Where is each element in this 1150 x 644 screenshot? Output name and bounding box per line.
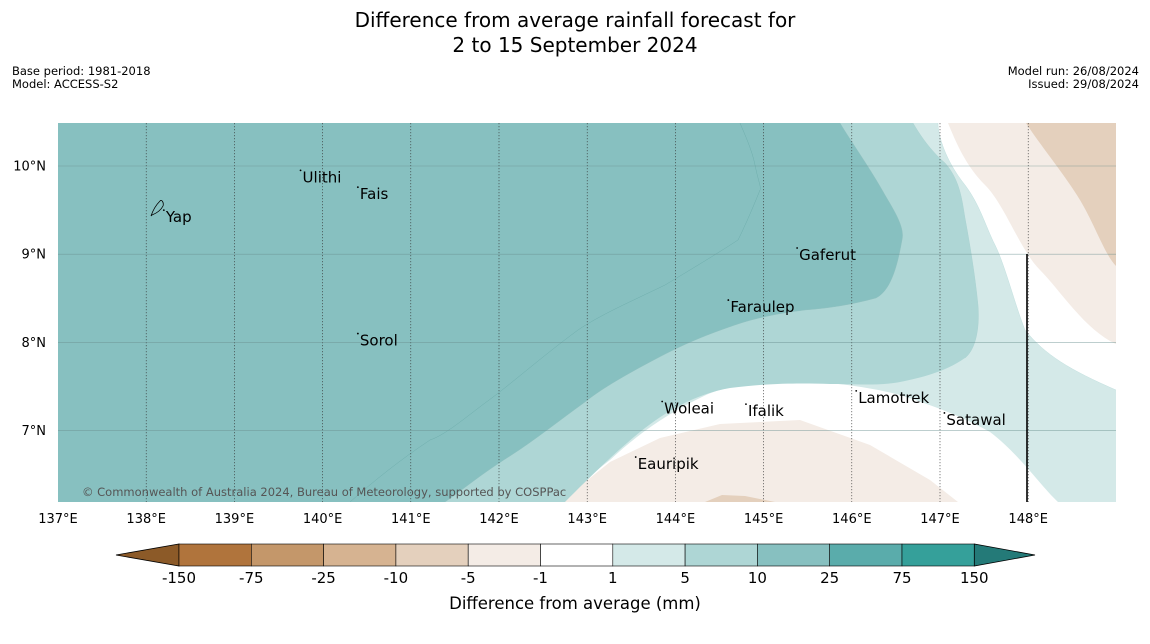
chart-title: Difference from average rainfall forecas… [0, 8, 1150, 58]
place-label: Sorol [360, 332, 398, 350]
colorbar-segment [540, 543, 614, 567]
place-label: Lamotrek [858, 389, 929, 407]
place-label: Fais [360, 185, 389, 203]
colorbar-segment [251, 543, 324, 567]
place-label: Yap [165, 208, 192, 226]
base-period-text: Base period: 1981-2018 [12, 64, 151, 78]
colorbar-segment [178, 543, 252, 567]
place-marker [356, 186, 359, 189]
colorbar-segment [757, 543, 831, 567]
colorbar-tick-label: 5 [680, 569, 690, 587]
colorbar-segment [829, 543, 903, 567]
place-marker [162, 209, 165, 212]
lon-tick-label: 145°E [744, 512, 784, 527]
contour-line-1 [349, 123, 761, 502]
lon-tick-label: 147°E [920, 512, 960, 527]
lon-tick-label: 140°E [303, 512, 343, 527]
info-right: Model run: 26/08/2024 Issued: 29/08/2024 [1008, 65, 1139, 91]
colorbar-segment [323, 543, 397, 567]
lon-tick-label: 148°E [1008, 512, 1048, 527]
colorbar-segment [612, 543, 686, 567]
contour-region-light-tan-south [560, 420, 958, 502]
place-label: Faraulep [730, 298, 794, 316]
longitude-labels: 137°E 138°E 139°E 140°E 141°E 142°E 143°E 144°E… [38, 512, 1048, 527]
lat-tick-label: 9°N [22, 248, 47, 263]
title-line-1: Difference from average rainfall forecas… [354, 8, 796, 32]
contour-region-tan-south [705, 495, 775, 502]
contour-region-tan [1026, 123, 1116, 266]
contour-line-3 [912, 123, 979, 359]
colorbar-tick-label: -150 [162, 569, 196, 587]
lon-tick-label: 142°E [479, 512, 519, 527]
model-text: Model: ACCESS-S2 [12, 77, 119, 91]
lat-tick-label: 8°N [22, 336, 47, 351]
lon-tick-label: 144°E [656, 512, 696, 527]
place-marker [796, 247, 799, 249]
colorbar-extend-high [973, 543, 1036, 567]
place-marker [745, 403, 747, 406]
place-marker [299, 169, 302, 172]
model-run-text: Model run: 26/08/2024 [1007, 64, 1139, 78]
place-label: Satawal [946, 411, 1005, 429]
place-marker [727, 299, 730, 301]
place-marker [943, 412, 946, 414]
colorbar-tick-label: -1 [533, 569, 548, 587]
lon-tick-label: 137°E [38, 512, 78, 527]
lat-tick-label: 7°N [22, 424, 47, 439]
colorbar-segment [395, 543, 469, 567]
map-gridlines [58, 123, 1116, 502]
lon-tick-label: 139°E [215, 512, 255, 527]
lon-tick-label: 146°E [832, 512, 872, 527]
colorbar-tick-label: 25 [820, 569, 839, 587]
colorbar-segment [467, 543, 541, 567]
colorbar-segment [901, 543, 975, 567]
title-line-2: 2 to 15 September 2024 [452, 33, 698, 57]
colorbar: -150 -75 -25 -10 -5 -1 1 5 10 25 75 150 [115, 543, 1036, 587]
lon-tick-label: 141°E [391, 512, 431, 527]
place-label: Ulithi [303, 168, 342, 186]
colorbar-tick-label: -5 [461, 569, 476, 587]
info-left: Base period: 1981-2018 Model: ACCESS-S2 [12, 65, 151, 91]
colorbar-tick-label: 150 [960, 569, 989, 587]
place-marker [634, 456, 637, 458]
colorbar-label: Difference from average (mm) [449, 594, 701, 613]
place-label: Woleai [664, 399, 714, 417]
colorbar-extend-low [115, 543, 180, 567]
place-label: Gaferut [799, 246, 856, 264]
colorbar-tick-label: -10 [384, 569, 409, 587]
yap-island-outline [150, 200, 164, 217]
place-marker [855, 390, 858, 392]
colorbar-tick-label: -75 [239, 569, 264, 587]
contour-region-deep-teal [58, 123, 761, 502]
place-marker [661, 400, 664, 403]
copyright-text: © Commonwealth of Australia 2024, Bureau… [82, 485, 566, 499]
lon-tick-label: 143°E [567, 512, 607, 527]
contour-line-4 [937, 123, 1116, 391]
colorbar-tick-label: 75 [892, 569, 911, 587]
issued-text: Issued: 29/08/2024 [1028, 77, 1139, 91]
lat-tick-label: 10°N [13, 160, 46, 175]
place-marker [356, 332, 359, 335]
place-label: Eauripik [638, 455, 699, 473]
colorbar-tick-label: 10 [748, 569, 767, 587]
lon-tick-label: 138°E [126, 512, 166, 527]
place-labels: Yap Ulithi Fais Gaferut Faraulep Sorol Lamotre… [162, 168, 1006, 473]
latitude-labels: 10°N 9°N 8°N 7°N [13, 160, 46, 440]
colorbar-tick-label: 1 [608, 569, 618, 587]
place-label: Ifalik [748, 402, 784, 420]
colorbar-tick-label: -25 [311, 569, 336, 587]
colorbar-segment [684, 543, 758, 567]
